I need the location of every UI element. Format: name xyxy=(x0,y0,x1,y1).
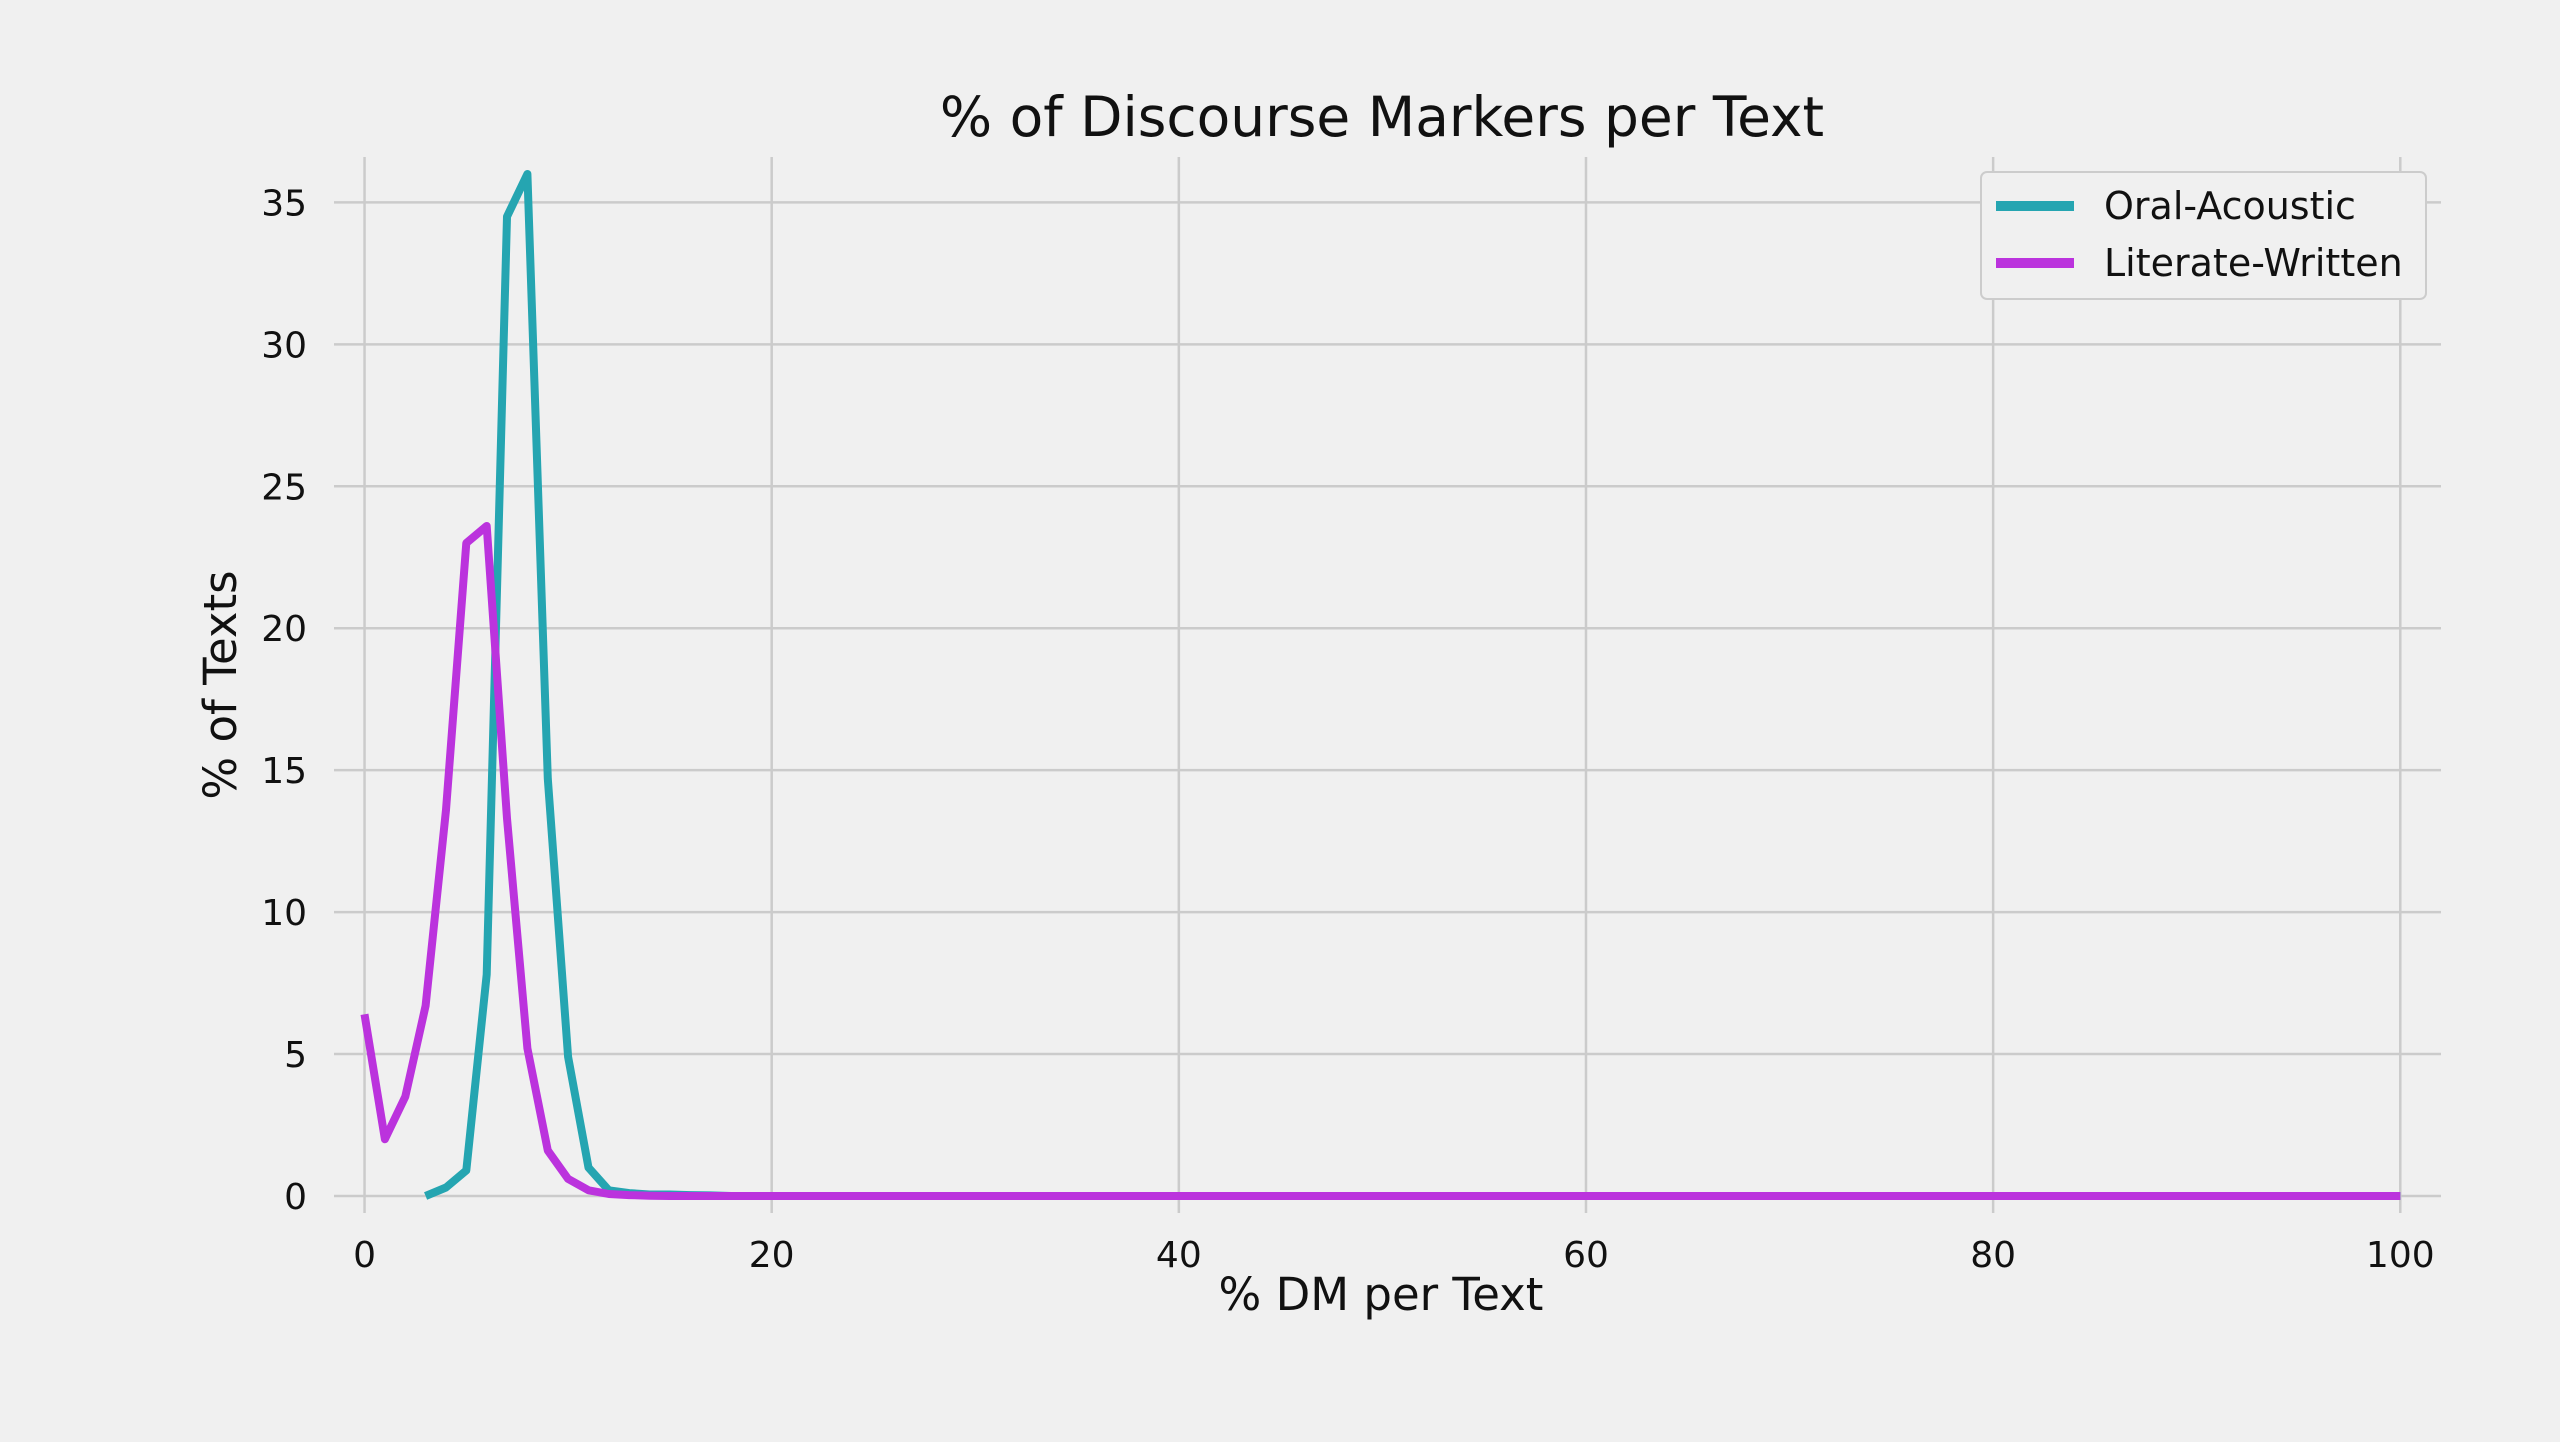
horizontal-gridlines xyxy=(334,201,2441,1198)
y-axis-ticks: 0 5 10 15 20 25 30 35 xyxy=(261,183,307,1218)
x-tick-label: 20 xyxy=(749,1235,795,1276)
y-tick-label: 0 xyxy=(284,1177,307,1218)
legend-label: Literate-Written xyxy=(2104,241,2403,285)
x-axis-ticks: 0 20 40 60 80 100 xyxy=(353,1235,2435,1276)
y-tick-label: 5 xyxy=(284,1035,307,1076)
y-axis-label: % of Texts xyxy=(194,570,247,799)
x-tick-label: 40 xyxy=(1156,1235,1202,1276)
x-tick-label: 100 xyxy=(2366,1235,2435,1276)
y-tick-label: 10 xyxy=(261,893,307,934)
x-tick-label: 0 xyxy=(353,1235,376,1276)
series-lines xyxy=(360,170,2401,1200)
y-tick-label: 30 xyxy=(261,325,307,366)
y-tick-label: 25 xyxy=(261,467,307,508)
series-line-literate-written xyxy=(360,522,2401,1200)
y-tick-label: 20 xyxy=(261,609,307,650)
y-tick-label: 35 xyxy=(261,183,307,224)
chart-legend: Oral-Acoustic Literate-Written xyxy=(1980,171,2427,300)
legend-frame xyxy=(1980,171,2427,300)
legend-label: Oral-Acoustic xyxy=(2104,184,2356,228)
series-line-oral-acoustic xyxy=(424,170,2401,1200)
x-tick-label: 80 xyxy=(1970,1235,2016,1276)
x-tick-label: 60 xyxy=(1563,1235,1609,1276)
x-axis-label: % DM per Text xyxy=(1219,1268,1544,1321)
y-tick-label: 15 xyxy=(261,751,307,792)
chart-title: % of Discourse Markers per Text xyxy=(940,85,1824,149)
